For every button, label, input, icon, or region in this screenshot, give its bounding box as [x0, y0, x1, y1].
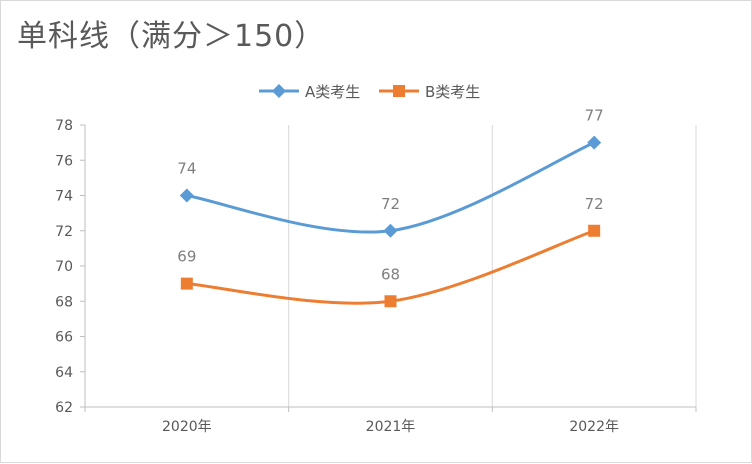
chart-title: 单科线（满分＞150） — [17, 19, 326, 54]
x-tick-label: 2021年 — [366, 419, 416, 435]
data-point-marker — [384, 295, 397, 308]
data-point-marker — [383, 223, 398, 238]
legend-label: B类考生 — [425, 83, 480, 101]
data-point-marker — [588, 224, 601, 237]
data-point-marker — [587, 135, 602, 150]
y-tick-label: 76 — [55, 153, 73, 169]
y-tick-label: 74 — [55, 189, 73, 205]
legend-marker — [393, 85, 405, 97]
series-line-1 — [185, 141, 596, 234]
data-label: 68 — [381, 265, 400, 283]
data-point-marker — [179, 188, 194, 203]
y-tick-label: 64 — [55, 365, 73, 381]
data-label: 72 — [381, 195, 400, 213]
x-tick-label: 2020年 — [162, 419, 212, 435]
data-label: 72 — [585, 195, 604, 213]
legend-label: A类考生 — [305, 83, 360, 101]
legend-marker — [272, 84, 286, 98]
x-tick-label: 2022年 — [569, 419, 619, 435]
data-label: 77 — [585, 107, 604, 125]
data-point-marker — [180, 277, 193, 290]
y-tick-label: 68 — [55, 294, 73, 310]
y-tick-label: 70 — [55, 259, 73, 275]
data-label: 74 — [177, 160, 196, 178]
data-label: 69 — [177, 248, 196, 266]
y-tick-label: 66 — [55, 330, 73, 346]
y-tick-label: 78 — [55, 118, 73, 134]
y-tick-label: 72 — [55, 224, 73, 240]
y-tick-label: 62 — [55, 400, 73, 416]
